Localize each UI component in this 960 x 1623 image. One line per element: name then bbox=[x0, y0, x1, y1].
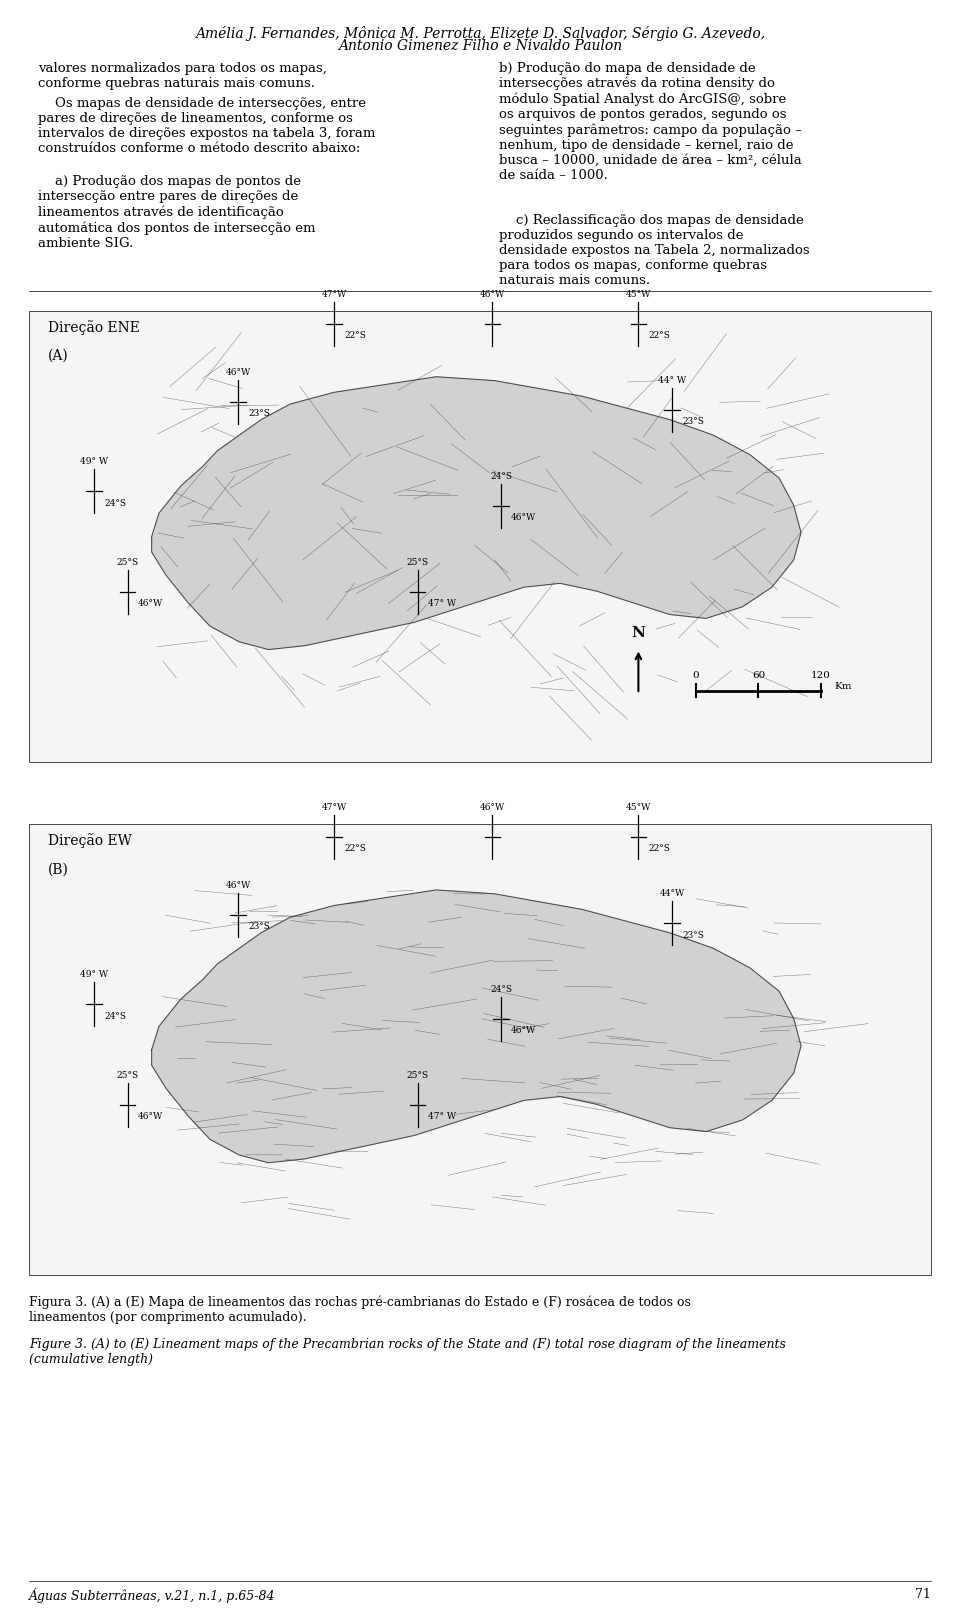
Text: valores normalizados para todos os mapas,
conforme quebras naturais mais comuns.: valores normalizados para todos os mapas… bbox=[38, 62, 327, 89]
Text: 45°W: 45°W bbox=[626, 802, 651, 812]
Text: 22°S: 22°S bbox=[344, 331, 366, 341]
Text: 46°W: 46°W bbox=[226, 367, 251, 377]
Text: 44°W: 44°W bbox=[660, 888, 684, 898]
Text: N: N bbox=[632, 625, 645, 639]
Text: 60: 60 bbox=[752, 670, 765, 680]
Text: 44° W: 44° W bbox=[658, 375, 686, 385]
Text: 71: 71 bbox=[915, 1587, 931, 1600]
Text: 25°S: 25°S bbox=[406, 1070, 429, 1079]
Text: Figure 3. (A) to (E) Lineament maps of the Precambrian rocks of the State and (F: Figure 3. (A) to (E) Lineament maps of t… bbox=[29, 1337, 785, 1365]
Text: Figura 3. (A) a (E) Mapa de lineamentos das rochas pré-cambrianas do Estado e (F: Figura 3. (A) a (E) Mapa de lineamentos … bbox=[29, 1295, 690, 1324]
Text: Direção ENE: Direção ENE bbox=[48, 320, 140, 334]
Text: 0: 0 bbox=[693, 670, 699, 680]
Text: 24°S: 24°S bbox=[104, 1011, 126, 1021]
Text: 22°S: 22°S bbox=[648, 844, 670, 854]
Text: 23°S: 23°S bbox=[682, 930, 704, 940]
Text: 49° W: 49° W bbox=[80, 969, 108, 979]
Text: 22°S: 22°S bbox=[648, 331, 670, 341]
Text: Os mapas de densidade de intersecções, entre
pares de direções de lineamentos, c: Os mapas de densidade de intersecções, e… bbox=[38, 97, 375, 156]
Text: Km: Km bbox=[834, 682, 852, 691]
Text: 46°W: 46°W bbox=[511, 1026, 537, 1035]
Text: 49° W: 49° W bbox=[80, 456, 108, 466]
Text: Amélia J. Fernandes, Mônica M. Perrotta, Elizete D. Salvador, Sérgio G. Azevedo,: Amélia J. Fernandes, Mônica M. Perrotta,… bbox=[195, 26, 765, 41]
Text: 47° W: 47° W bbox=[427, 1112, 456, 1121]
Text: c) Reclassificação dos mapas de densidade
produzidos segundo os intervalos de
de: c) Reclassificação dos mapas de densidad… bbox=[499, 214, 810, 287]
Text: 22°S: 22°S bbox=[344, 844, 366, 854]
Text: 25°S: 25°S bbox=[116, 557, 139, 566]
Text: Águas Subterrâneas, v.21, n.1, p.65-84: Águas Subterrâneas, v.21, n.1, p.65-84 bbox=[29, 1587, 276, 1602]
Text: 47°W: 47°W bbox=[322, 289, 347, 299]
Text: 47°W: 47°W bbox=[322, 802, 347, 812]
Text: 23°S: 23°S bbox=[248, 409, 270, 419]
Text: Direção EW: Direção EW bbox=[48, 833, 132, 847]
Text: 25°S: 25°S bbox=[406, 557, 429, 566]
Text: 47° W: 47° W bbox=[427, 599, 456, 609]
Text: Antonio Gimenez Filho e Nivaldo Paulon: Antonio Gimenez Filho e Nivaldo Paulon bbox=[338, 39, 622, 54]
Text: 46°W: 46°W bbox=[137, 1112, 163, 1121]
Text: 46°W: 46°W bbox=[511, 513, 537, 523]
Text: 25°S: 25°S bbox=[116, 1070, 139, 1079]
Text: 24°S: 24°S bbox=[491, 984, 512, 993]
Text: a) Produção dos mapas de pontos de
intersecção entre pares de direções de
lineam: a) Produção dos mapas de pontos de inter… bbox=[38, 175, 316, 250]
Polygon shape bbox=[152, 378, 801, 651]
Text: 46°W: 46°W bbox=[480, 802, 505, 812]
Text: 24°S: 24°S bbox=[104, 498, 126, 508]
Text: 45°W: 45°W bbox=[626, 289, 651, 299]
Bar bbox=[29, 824, 931, 1276]
Bar bbox=[29, 312, 931, 763]
Text: 24°S: 24°S bbox=[491, 471, 512, 480]
Text: (A): (A) bbox=[48, 349, 69, 364]
Text: b) Produção do mapa de densidade de
intersecções através da rotina density do
mó: b) Produção do mapa de densidade de inte… bbox=[499, 62, 802, 182]
Polygon shape bbox=[152, 891, 801, 1164]
Text: 23°S: 23°S bbox=[248, 922, 270, 932]
Text: 23°S: 23°S bbox=[682, 417, 704, 427]
Text: (B): (B) bbox=[48, 862, 69, 876]
Text: 46°W: 46°W bbox=[137, 599, 163, 609]
Text: 120: 120 bbox=[811, 670, 830, 680]
Text: 46°W: 46°W bbox=[226, 880, 251, 889]
Text: 46°W: 46°W bbox=[480, 289, 505, 299]
